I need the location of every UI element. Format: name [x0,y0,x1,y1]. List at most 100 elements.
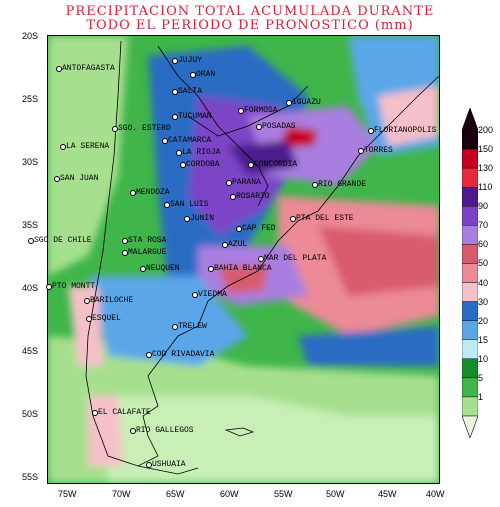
station-marker [368,128,374,134]
station-marker [172,324,178,330]
colorbar-cell [462,225,478,245]
colorbar-level-label: 130 [478,163,494,174]
map-canvas [48,36,439,483]
city-label: RIO GRANDE [318,180,367,189]
colorbar-cell [462,320,478,340]
city-label: AZUL [228,240,248,249]
station-marker [86,316,92,322]
city-label: STA ROSA [128,236,167,245]
city-label: ORAN [196,70,216,79]
colorbar-level-label: 200 [478,125,494,135]
city-label: TUCUMAN [178,112,212,121]
city-label: JUNIN [190,214,215,223]
colorbar-cell [462,396,478,417]
city-label: LA RIOJA [182,148,221,157]
station-marker [112,126,118,132]
colorbar [462,108,478,438]
city-label: ANTOFAGASTA [62,64,115,73]
station-marker [146,462,152,468]
colorbar-level-label: 60 [478,239,489,250]
station-marker [208,266,214,272]
city-label: NEUQUEN [146,264,180,273]
lon-label-55w: 55W [274,489,293,499]
city-label: COD RIVADAVIA [152,350,215,359]
station-marker [130,428,136,434]
city-label: PTO MONTT [52,282,96,291]
city-label: SGO. ESTERO [118,124,171,133]
city-label: TORRES [364,146,393,155]
station-marker [236,226,242,232]
city-label: CONCORDIA [254,160,298,169]
city-label: RIO GALLEGOS [136,426,194,435]
colorbar-cell [462,282,478,302]
city-label: BAHIA BLANCA [214,264,272,273]
station-marker [192,292,198,298]
colorbar-level-label: 30 [478,296,489,307]
colorbar-level-label: 110 [478,182,493,193]
city-label: CATAMARCA [168,136,212,145]
station-marker [140,266,146,272]
station-marker [226,180,232,186]
city-label: PARANA [232,178,261,187]
station-marker [230,194,236,200]
city-label: USHUAIA [152,460,186,469]
lat-label-50s: 50S [22,409,39,419]
city-label: BARILOCHE [90,296,134,305]
station-marker [190,72,196,78]
station-marker [312,182,318,188]
colorbar-level-label: 5 [478,372,484,383]
station-marker [184,216,190,222]
colorbar-cell [462,206,478,226]
precip-field [48,36,439,483]
colorbar-cell [462,167,478,188]
station-marker [46,284,52,290]
city-label: SAN LUIS [170,200,209,209]
lat-label-25s: 25S [22,94,39,104]
city-label: JUJUY [178,56,203,65]
colorbar-cell [462,377,478,398]
map-title-line2: TODO EL PERIODO DE PRONOSTICO (mm) [86,18,414,33]
colorbar-level-label: 15 [478,334,489,345]
city-label: MENDOZA [136,188,170,197]
colorbar-level-label: 90 [478,201,489,212]
coastlines [85,40,439,475]
station-marker [180,162,186,168]
station-marker [56,66,62,72]
station-marker [258,256,264,262]
city-label: LA SERENA [66,142,110,151]
station-marker [92,410,98,416]
station-marker [162,138,168,144]
station-marker [176,150,182,156]
station-marker [358,148,364,154]
city-label: SALTA [178,87,203,96]
lat-label-40s: 40S [22,283,39,293]
colorbar-cell [462,244,478,264]
colorbar-level-label: 1 [478,391,484,402]
map-title-line1: PRECIPITACION TOTAL ACUMULADA DURANTE [65,4,435,19]
station-marker [238,108,244,114]
colorbar-level-label: 10 [478,353,489,364]
colorbar-cell [462,148,478,169]
colorbar-cell [462,358,478,379]
colorbar-level-label: 20 [478,315,489,326]
city-label: IGUAZU [292,98,321,107]
colorbar-cell [462,339,478,360]
station-marker [172,114,178,120]
city-label: FLORIANOPOLIS [374,126,437,135]
lat-label-45s: 45S [22,346,39,356]
city-label: TRELEW [178,322,207,331]
lon-label-60w: 60W [220,489,239,499]
city-label: SGO DE CHILE [34,236,92,245]
station-marker [256,124,262,130]
colorbar-cell [462,186,478,207]
colorbar-cell [462,263,478,283]
station-marker [286,100,292,106]
city-label: POSADAS [262,122,296,131]
colorbar-cell [462,129,478,150]
lat-label-30s: 30S [22,157,39,167]
station-marker [130,190,136,196]
city-label: MAR DEL PLATA [264,254,327,263]
city-label: CORDOBA [186,160,220,169]
station-marker [222,242,228,248]
station-marker [122,238,128,244]
